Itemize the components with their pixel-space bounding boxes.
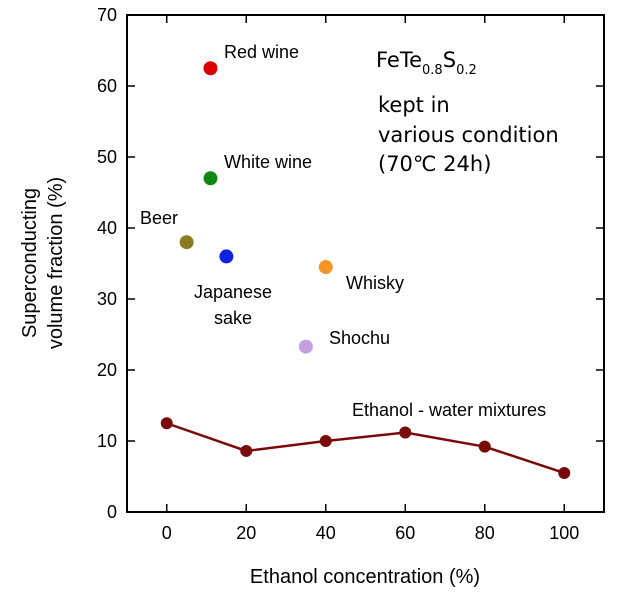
y-tick-label: 10 xyxy=(97,431,117,451)
y-tick-label: 30 xyxy=(97,289,117,309)
x-tick-label: 0 xyxy=(162,523,172,543)
y-tick-label: 40 xyxy=(97,218,117,238)
x-tick-label: 20 xyxy=(236,523,256,543)
point-whisky xyxy=(318,260,333,275)
label-red-wine: Red wine xyxy=(224,42,299,62)
y-tick-label: 60 xyxy=(97,76,117,96)
y-tick-label: 0 xyxy=(107,502,117,522)
annotation-formula: FeTe0.8S0.2 xyxy=(376,48,477,78)
series-point-ethanol-water xyxy=(319,435,332,447)
label-japanese-sake-line2: sake xyxy=(214,308,252,328)
point-white-wine xyxy=(203,171,218,186)
x-tick-label: 60 xyxy=(395,523,415,543)
x-axis-title: Ethanol concentration (%) xyxy=(250,566,480,588)
x-tick-label: 80 xyxy=(475,523,495,543)
y-axis-title-line2: volume fraction (%) xyxy=(45,177,67,349)
y-axis-title-line1: Superconducting xyxy=(19,188,41,338)
series-point-ethanol-water xyxy=(240,444,253,457)
annotation-line3: various condition xyxy=(378,123,559,147)
series-point-ethanol-water xyxy=(558,466,571,479)
point-red-wine xyxy=(203,61,218,76)
annotation-block: FeTe0.8S0.2 kept in various condition (7… xyxy=(376,48,559,176)
annotation-line4: (70℃ 24h) xyxy=(378,152,491,176)
plot-frame xyxy=(126,14,605,513)
label-ethanol-water: Ethanol - water mixtures xyxy=(352,400,546,420)
point-shochu xyxy=(298,339,313,354)
label-shochu: Shochu xyxy=(329,328,390,348)
x-tick-label: 40 xyxy=(316,523,336,543)
x-tick-label: 100 xyxy=(549,523,579,543)
point-japanese-sake xyxy=(219,249,234,264)
y-tick-label: 50 xyxy=(97,147,117,167)
series-point-ethanol-water xyxy=(160,417,173,430)
label-japanese-sake-line1: Japanese xyxy=(194,282,272,302)
y-tick-label: 20 xyxy=(97,360,117,380)
series-point-ethanol-water xyxy=(478,440,491,453)
point-beer xyxy=(179,235,194,250)
series-line-ethanol-water xyxy=(166,422,565,475)
annotation-line2: kept in xyxy=(378,93,450,117)
y-tick-label: 70 xyxy=(97,5,117,25)
series-point-ethanol-water xyxy=(399,426,412,439)
label-beer: Beer xyxy=(140,208,178,228)
label-whisky: Whisky xyxy=(346,273,404,293)
label-white-wine: White wine xyxy=(224,152,312,172)
